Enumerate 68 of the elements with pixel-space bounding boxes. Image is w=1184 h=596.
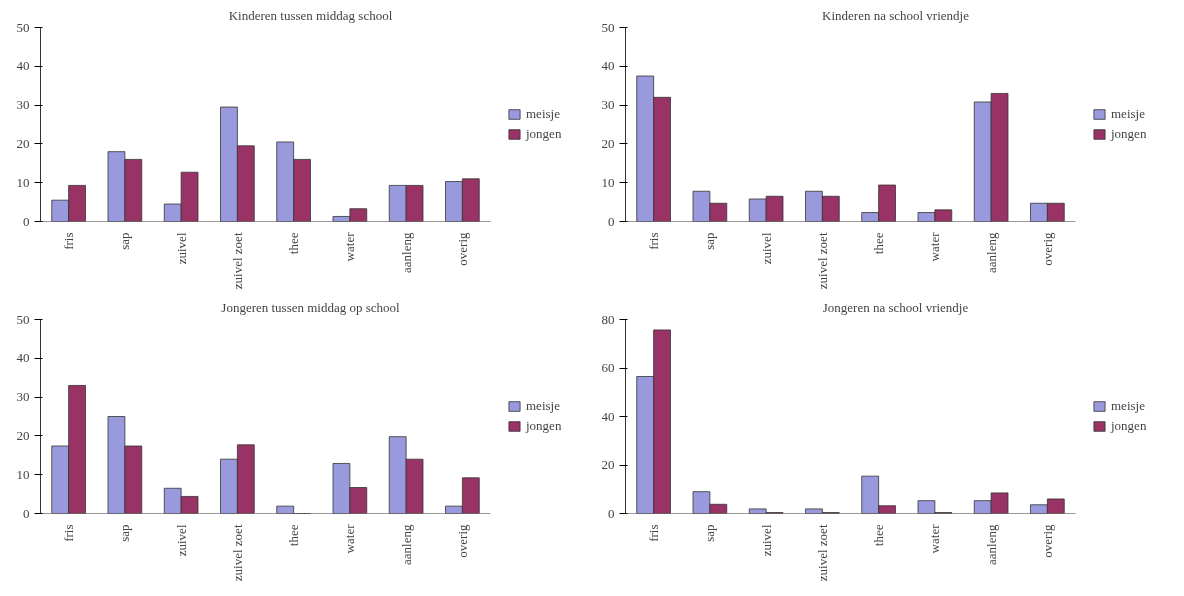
y-tick-label: 40 — [16, 350, 30, 366]
x-tick-label: zuivel — [758, 232, 774, 265]
chart-title: Kinderen tussen middag school — [228, 7, 393, 23]
x-tick-label: fris — [646, 524, 662, 542]
x-tick-label: water — [927, 523, 943, 554]
y-tick-label: 0 — [608, 505, 615, 521]
y-tick-label: 50 — [16, 19, 30, 35]
y-tick-label: 40 — [601, 408, 615, 424]
x-tick-label: water — [342, 523, 358, 554]
y-tick-label: 40 — [16, 58, 30, 74]
legend-label: meisje — [1111, 398, 1146, 414]
x-tick-label: sap — [117, 232, 133, 250]
y-tick-label: 30 — [16, 97, 30, 113]
y-tick-label: 0 — [23, 505, 30, 521]
y-tick-label: 10 — [16, 466, 30, 482]
y-tick-label: 50 — [16, 311, 30, 327]
x-tick-label: thee — [871, 232, 887, 255]
x-tick-label: thee — [871, 524, 887, 547]
y-tick-label: 20 — [16, 135, 30, 151]
x-tick-label: overig — [1039, 232, 1055, 266]
x-tick-label: water — [342, 231, 358, 262]
y-tick-label: 30 — [601, 97, 615, 113]
chart-title: Jongeren tussen middag op school — [221, 299, 401, 315]
x-tick-label: water — [927, 231, 943, 262]
x-tick-label: overig — [454, 232, 470, 266]
chart-title: Kinderen na school vriendje — [822, 7, 970, 23]
y-tick-label: 10 — [16, 174, 30, 190]
x-tick-label: zuivel zoet — [814, 232, 830, 290]
x-tick-label: zuivel zoet — [229, 232, 245, 290]
legend-label: jongen — [526, 126, 563, 142]
y-tick-label: 20 — [16, 427, 30, 443]
x-tick-label: zuivel zoet — [229, 524, 245, 582]
x-tick-label: sap — [117, 524, 133, 542]
x-tick-label: zuivel — [173, 232, 189, 265]
x-tick-label: fris — [646, 232, 662, 250]
x-tick-label: sap — [702, 524, 718, 542]
y-tick-label: 0 — [23, 213, 30, 229]
x-tick-label: aanleng — [398, 232, 414, 273]
legend-label: jongen — [1111, 126, 1148, 142]
x-tick-label: sap — [702, 232, 718, 250]
x-tick-label: aanleng — [398, 524, 414, 565]
x-tick-label: zuivel zoet — [814, 524, 830, 582]
x-tick-label: thee — [286, 232, 302, 255]
x-tick-label: overig — [454, 524, 470, 558]
x-tick-label: zuivel — [758, 524, 774, 557]
x-tick-label: fris — [61, 524, 77, 542]
bar — [276, 505, 295, 514]
legend-label: meisje — [526, 106, 561, 122]
legend-label: jongen — [526, 418, 563, 434]
x-tick-label: aanleng — [983, 232, 999, 273]
y-tick-label: 60 — [601, 360, 615, 375]
x-tick-label: fris — [61, 232, 77, 250]
y-tick-label: 80 — [601, 311, 615, 327]
chart-title: Jongeren na school vriendje — [822, 299, 969, 315]
y-tick-label: 0 — [608, 213, 615, 229]
y-tick-label: 50 — [601, 19, 615, 35]
y-tick-label: 20 — [601, 135, 615, 151]
y-tick-label: 40 — [601, 58, 615, 74]
x-tick-label: overig — [1039, 524, 1055, 558]
legend-label: meisje — [1111, 106, 1146, 122]
y-tick-label: 30 — [16, 389, 30, 405]
legend-label: jongen — [1111, 418, 1148, 434]
x-tick-label: aanleng — [983, 524, 999, 565]
legend-label: meisje — [526, 398, 561, 414]
x-tick-label: thee — [286, 524, 302, 547]
y-tick-label: 20 — [601, 457, 615, 472]
x-tick-label: zuivel — [173, 524, 189, 557]
y-tick-label: 10 — [601, 174, 615, 190]
